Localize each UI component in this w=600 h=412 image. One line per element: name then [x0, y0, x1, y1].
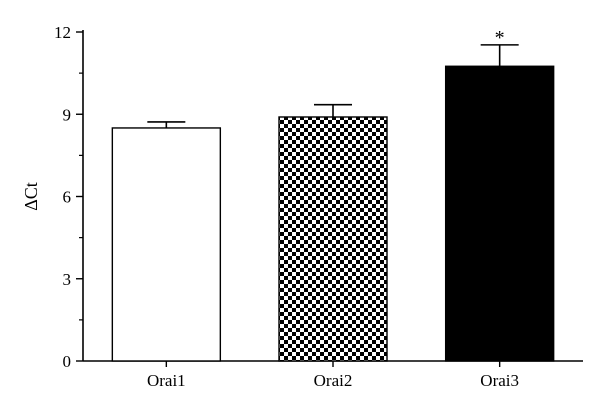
y-axis-label-group: ΔCt [21, 182, 41, 211]
y-tick-label: 12 [54, 23, 71, 42]
x-tick-label-orai3: Orai3 [480, 371, 519, 390]
x-tick-label-orai2: Orai2 [314, 371, 353, 390]
y-tick-label: 3 [63, 270, 72, 289]
y-tick-label: 6 [63, 188, 72, 207]
x-tick-label-orai1: Orai1 [147, 371, 186, 390]
bars: * [111, 27, 555, 362]
y-tick-label: 0 [63, 352, 72, 371]
bar-orai2 [278, 116, 388, 362]
y-tick-label: 9 [63, 105, 72, 124]
significance-marker: * [495, 27, 505, 49]
bar-orai1 [111, 127, 222, 362]
bar-orai3 [444, 65, 555, 362]
y-axis-label: ΔCt [21, 182, 41, 211]
